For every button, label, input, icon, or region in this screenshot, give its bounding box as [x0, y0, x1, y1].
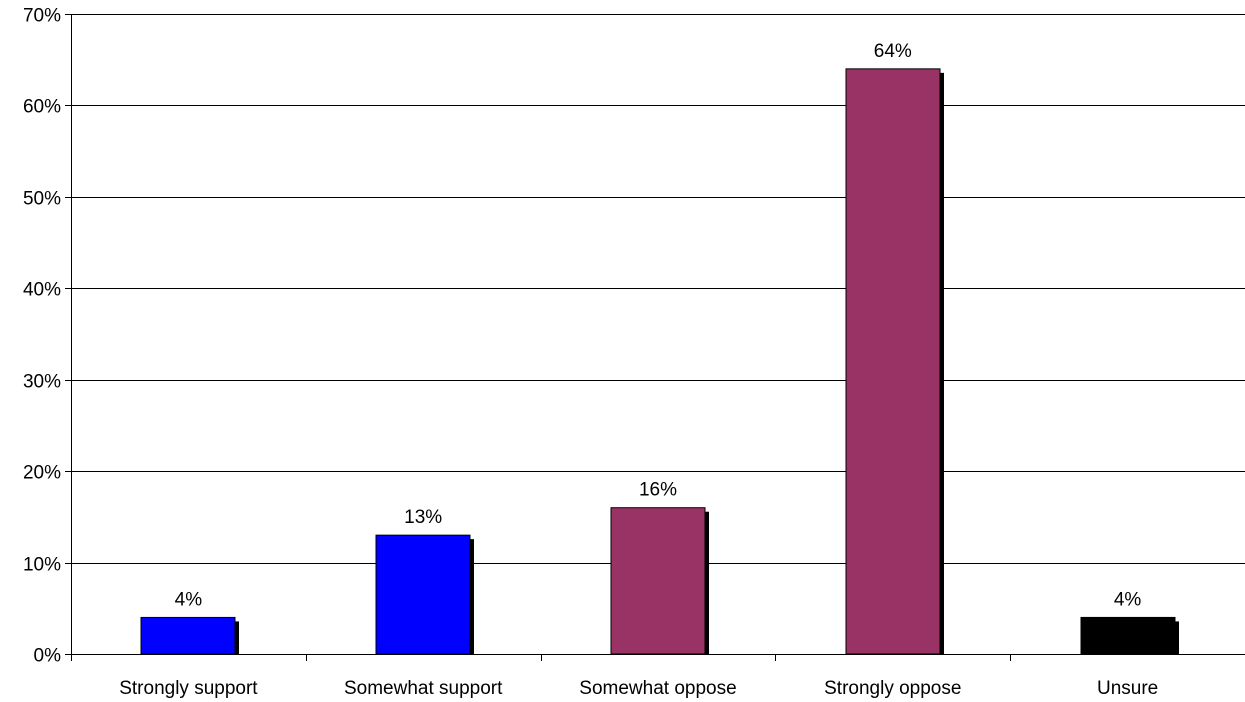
data-label: 4% — [1114, 589, 1142, 610]
y-tick-label: 0% — [34, 646, 62, 667]
y-tick-label: 50% — [23, 189, 61, 210]
y-tick-label: 20% — [23, 463, 61, 484]
gridlines — [71, 14, 1245, 564]
data-label: 13% — [404, 507, 442, 528]
bar-unsure — [1080, 616, 1176, 655]
y-tick-label: 40% — [23, 280, 61, 301]
y-tick-label: 60% — [23, 97, 61, 118]
bar-strongly-support — [140, 616, 236, 655]
labels: 0% 10% 20% 30% 40% 50% 60% 70% 4% Strongly suppor… — [23, 6, 1158, 700]
y-tick-label: 10% — [23, 555, 61, 576]
bar-somewhat-oppose — [610, 507, 706, 655]
x-category-label: Strongly support — [119, 678, 258, 699]
x-category-label: Somewhat support — [344, 678, 503, 699]
x-category-label: Unsure — [1097, 678, 1158, 699]
y-tick-label: 70% — [23, 6, 61, 27]
x-category-label: Somewhat oppose — [579, 678, 736, 699]
data-label: 16% — [639, 480, 677, 501]
bar-strongly-oppose — [845, 68, 941, 655]
data-label: 4% — [175, 589, 203, 610]
y-axis-ticks — [65, 14, 71, 655]
y-tick-label: 30% — [23, 372, 61, 393]
bar-somewhat-support — [375, 534, 471, 655]
x-category-label: Strongly oppose — [824, 678, 961, 699]
data-label: 64% — [874, 41, 912, 62]
x-axis-ticks — [71, 654, 1011, 661]
bars — [140, 68, 1179, 655]
axes — [71, 14, 1245, 655]
